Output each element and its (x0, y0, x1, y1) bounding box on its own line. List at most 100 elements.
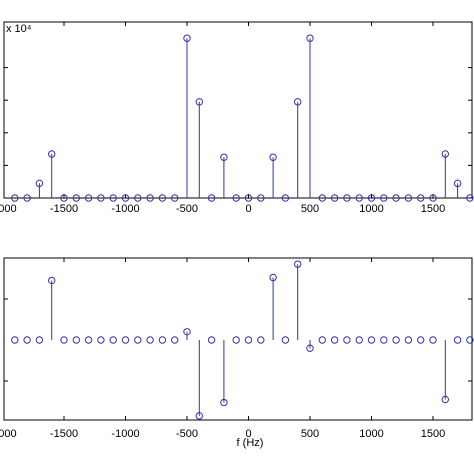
magnitude-stem-marker (48, 150, 56, 158)
phase-stem-marker (109, 336, 117, 344)
magnitude-stem-marker (392, 194, 400, 202)
magnitude-stem-marker (183, 34, 191, 42)
magnitude-stem-marker (244, 194, 253, 202)
magnitude-stem-marker (171, 194, 179, 202)
magnitude-plot: x 10⁴ -2000 -1500 -1000 -500 0 500 1000 1500 (0, 21, 474, 215)
phase-x-tick-label: 0 (245, 428, 251, 440)
phase-x-tick-label: 1000 (359, 428, 383, 440)
phase-plot-frame (3, 257, 473, 421)
magnitude-stem-marker (466, 194, 474, 202)
x-axis-label: f (Hz) (237, 437, 264, 449)
phase-stem-marker (306, 344, 314, 352)
magnitude-stem-marker (367, 194, 376, 202)
magnitude-stem-marker (232, 194, 240, 202)
magnitude-stem-marker (158, 194, 167, 202)
phase-stem-marker (11, 336, 19, 344)
magnitude-stem-marker (453, 179, 462, 188)
magnitude-stem-marker (195, 98, 204, 106)
magnitude-x-tick-label: -2000 (0, 203, 17, 215)
magnitude-stem-marker (380, 194, 388, 202)
phase-x-tick-label: -500 (176, 428, 198, 440)
magnitude-stem-marker (84, 194, 93, 202)
magnitude-stem-marker (257, 194, 265, 202)
magnitude-stem-marker (109, 194, 117, 202)
phase-stem-marker (244, 336, 253, 344)
phase-x-tick-label: -1000 (111, 428, 139, 440)
phase-y-ticks (4, 298, 472, 382)
phase-stem-marker (48, 276, 56, 285)
phase-stem-marker (232, 336, 240, 344)
phase-stem-marker (183, 328, 191, 336)
magnitude-stem-marker (429, 194, 437, 202)
magnitude-stem-marker (60, 194, 68, 202)
phase-stem-marker (158, 336, 167, 344)
phase-x-tick-label: 1500 (421, 428, 445, 440)
magnitude-stem-marker (281, 194, 290, 202)
magnitude-stem-marker (72, 194, 81, 202)
magnitude-stem-marker (121, 194, 130, 202)
magnitude-x-ticks: -2000 -1500 -1000 -500 0 500 1000 1500 (0, 22, 445, 215)
magnitude-x-tick-label: -1500 (50, 203, 78, 215)
phase-stem-marker (207, 336, 216, 344)
magnitude-stem-marker (97, 194, 105, 202)
phase-stem-marker (72, 336, 81, 344)
phase-stem-marker (367, 336, 376, 344)
magnitude-stem-marker (220, 153, 228, 161)
phase-stem-marker (429, 336, 437, 344)
magnitude-stem-marker (318, 194, 326, 202)
phase-stem-marker (404, 336, 413, 344)
magnitude-stem-marker (330, 194, 339, 202)
magnitude-stem-marker (35, 179, 44, 188)
magnitude-stem-marker (23, 194, 31, 202)
phase-stem-marker (294, 260, 302, 268)
magnitude-stem-marker (306, 34, 314, 42)
magnitude-stem-marker (404, 194, 413, 202)
phase-stem-marker (35, 336, 44, 344)
phase-stem-marker (380, 336, 388, 344)
phase-x-tick-label: -1500 (50, 428, 78, 440)
magnitude-x-tick-label: 1500 (421, 203, 445, 215)
magnitude-stem-marker (11, 194, 19, 202)
phase-stem-marker (84, 336, 93, 344)
magnitude-x-tick-label: 500 (301, 203, 319, 215)
magnitude-plot-frame (3, 21, 473, 199)
phase-stem-marker (134, 336, 142, 344)
magnitude-y-ticks (4, 67, 472, 166)
magnitude-x-tick-label: -1000 (111, 203, 139, 215)
magnitude-stem-marker (417, 194, 425, 202)
magnitude-stem-marker (343, 194, 351, 202)
phase-plot: -2000 -1500 -1000 -500 0 500 1000 1500 f (Hz) (0, 257, 474, 449)
phase-stem-marker (121, 336, 130, 344)
phase-x-ticks: -2000 -1500 -1000 -500 0 500 1000 1500 (0, 258, 445, 440)
magnitude-x-tick-label: 1000 (359, 203, 383, 215)
magnitude-stem-marker (207, 194, 216, 202)
magnitude-stem-marker (269, 153, 277, 161)
phase-stem-marker (281, 336, 290, 344)
magnitude-stem-marker (294, 98, 302, 106)
phase-stems (11, 260, 474, 420)
magnitude-stem-marker (146, 194, 154, 202)
phase-stem-marker (269, 273, 277, 282)
phase-stem-marker (417, 336, 425, 344)
phase-stem-marker (343, 336, 351, 344)
phase-stem-marker (257, 336, 265, 344)
phase-stem-marker (330, 336, 339, 344)
phase-stem-marker (60, 336, 68, 344)
phase-stem-marker (97, 336, 105, 344)
phase-stem-marker (146, 336, 154, 344)
phase-x-tick-label: 500 (301, 428, 319, 440)
phase-stem-marker (318, 336, 326, 344)
phase-stem-marker (441, 395, 449, 404)
magnitude-x-tick-label: -500 (176, 203, 198, 215)
phase-stem-marker (171, 336, 179, 344)
phase-stem-marker (195, 412, 204, 420)
phase-stem-marker (23, 336, 31, 344)
magnitude-stem-marker (355, 194, 363, 202)
magnitude-stem-marker (134, 194, 142, 202)
phase-x-tick-label: -2000 (0, 428, 17, 440)
magnitude-x-tick-label: 0 (245, 203, 251, 215)
magnitude-stem-marker (441, 150, 449, 158)
phase-stem-marker (355, 336, 363, 344)
phase-stem-marker (392, 336, 400, 344)
